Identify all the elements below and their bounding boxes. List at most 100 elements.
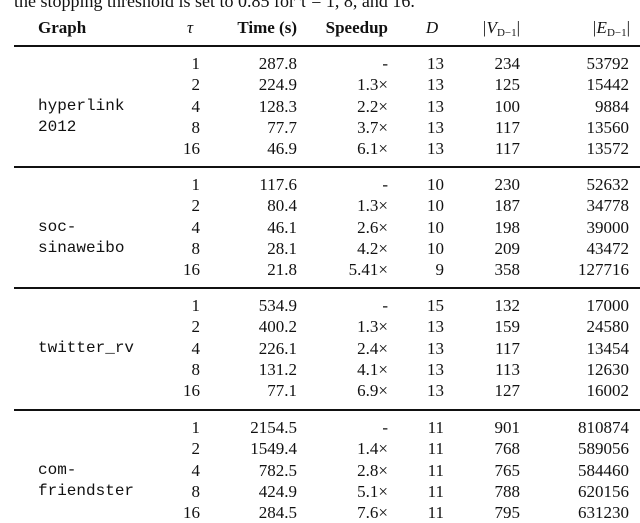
cell-tau: 1 xyxy=(191,54,201,73)
cell-d: 11 xyxy=(427,439,444,459)
cell-time: 2154.5 xyxy=(250,418,297,437)
cell-e: 13560 xyxy=(586,117,630,137)
cell-e: 13454 xyxy=(586,338,630,358)
graph-name: 2012 xyxy=(38,117,77,136)
cell-d: 10 xyxy=(427,175,444,194)
cell-e: 39000 xyxy=(586,217,630,237)
cell-d: 15 xyxy=(427,296,444,315)
cell-e: 620156 xyxy=(578,481,629,501)
cell-v: 230 xyxy=(494,175,521,194)
cell-d: 13 xyxy=(427,96,444,116)
cell-speedup: 1.3× xyxy=(357,196,388,216)
cell-e: 631230 xyxy=(578,503,629,523)
cell-e: 9884 xyxy=(595,96,629,116)
cell-time: 46.9 xyxy=(267,139,297,159)
cell-v: 209 xyxy=(494,238,521,258)
cell-speedup: - xyxy=(382,296,388,315)
cell-time: 21.8 xyxy=(267,260,297,280)
cell-speedup: 7.6× xyxy=(357,503,388,523)
cell-speedup: 4.2× xyxy=(357,238,388,258)
cell-v: 117 xyxy=(495,117,520,137)
cell-tau: 1 xyxy=(191,418,201,437)
header-v-sub: D−1 xyxy=(496,27,517,39)
cell-time: 131.2 xyxy=(258,359,297,379)
cell-time: 226.1 xyxy=(258,338,297,358)
cell-d: 10 xyxy=(427,196,444,216)
cell-v: 187 xyxy=(494,196,521,216)
cell-time: 287.8 xyxy=(258,54,297,73)
cell-e: 17000 xyxy=(586,296,630,315)
header-v-close: | xyxy=(516,18,520,37)
cell-d: 9 xyxy=(435,260,445,280)
cell-speedup: 5.1× xyxy=(357,481,388,501)
cell-v: 132 xyxy=(494,296,521,315)
header-e-size: |ED−1| xyxy=(540,17,630,44)
header-e-close: | xyxy=(626,18,630,37)
cell-tau: 1 xyxy=(191,175,201,194)
table-rule xyxy=(14,287,640,289)
cell-e: 43472 xyxy=(586,238,630,258)
cell-speedup: - xyxy=(382,175,388,194)
cell-time: 1549.4 xyxy=(250,439,297,459)
cell-tau: 8 xyxy=(191,481,201,501)
graph-name: friendster xyxy=(38,481,135,500)
cell-d: 13 xyxy=(427,317,444,337)
table-rule xyxy=(14,409,640,411)
cell-d: 11 xyxy=(427,418,444,437)
cell-e: 13572 xyxy=(586,139,630,159)
cell-speedup: 5.41× xyxy=(348,260,388,280)
cell-v: 125 xyxy=(494,75,521,95)
header-d: D xyxy=(425,18,439,37)
cell-speedup: 2.2× xyxy=(357,96,388,116)
cell-d: 13 xyxy=(427,117,444,137)
cell-e: 12630 xyxy=(586,359,630,379)
cell-v: 100 xyxy=(494,96,521,116)
header-v-label: |V xyxy=(481,18,497,37)
cell-d: 13 xyxy=(427,381,444,401)
cell-tau: 2 xyxy=(191,75,201,95)
cell-e: 52632 xyxy=(586,175,630,194)
cell-e: 16002 xyxy=(586,381,630,401)
cell-tau: 8 xyxy=(191,117,201,137)
cell-d: 13 xyxy=(427,75,444,95)
cell-v: 117 xyxy=(495,139,520,159)
cell-time: 28.1 xyxy=(267,238,297,258)
cell-speedup: - xyxy=(382,54,388,73)
cell-tau: 8 xyxy=(191,238,201,258)
cell-speedup: 6.9× xyxy=(357,381,388,401)
cell-v: 198 xyxy=(494,217,521,237)
cell-time: 284.5 xyxy=(258,503,297,523)
graph-name: twitter_rv xyxy=(38,338,135,357)
graph-name: com- xyxy=(38,460,77,479)
cell-v: 901 xyxy=(494,418,521,437)
cell-tau: 4 xyxy=(191,217,201,237)
cell-tau: 4 xyxy=(191,338,201,358)
cell-tau: 2 xyxy=(191,196,201,216)
cell-speedup: 1.3× xyxy=(357,75,388,95)
header-v-size: |VD−1| xyxy=(450,17,520,44)
cell-speedup: 4.1× xyxy=(357,359,388,379)
header-graph: Graph xyxy=(38,18,87,37)
cell-e: 34778 xyxy=(586,196,630,216)
cell-tau: 2 xyxy=(191,317,201,337)
cell-time: 80.4 xyxy=(267,196,297,216)
cell-time: 534.9 xyxy=(258,296,297,315)
cell-tau: 16 xyxy=(183,139,200,159)
header-tau: τ xyxy=(186,18,194,37)
graph-name: hyperlink xyxy=(38,96,125,115)
cell-v: 768 xyxy=(494,439,521,459)
cell-time: 400.2 xyxy=(258,317,297,337)
header-time: Time (s) xyxy=(237,18,297,37)
header-e-sub: D−1 xyxy=(606,27,627,39)
cell-d: 10 xyxy=(427,217,444,237)
cell-speedup: 2.6× xyxy=(357,217,388,237)
cell-d: 13 xyxy=(427,359,444,379)
cell-time: 117.6 xyxy=(259,175,297,194)
header-speedup: Speedup xyxy=(325,18,388,37)
cell-speedup: 1.3× xyxy=(357,317,388,337)
table-caption: the stopping threshold is set to 0.85 fo… xyxy=(14,0,415,11)
cell-v: 234 xyxy=(494,54,521,73)
cell-v: 795 xyxy=(494,503,521,523)
header-e-label: |E xyxy=(591,18,607,37)
cell-time: 224.9 xyxy=(258,75,297,95)
